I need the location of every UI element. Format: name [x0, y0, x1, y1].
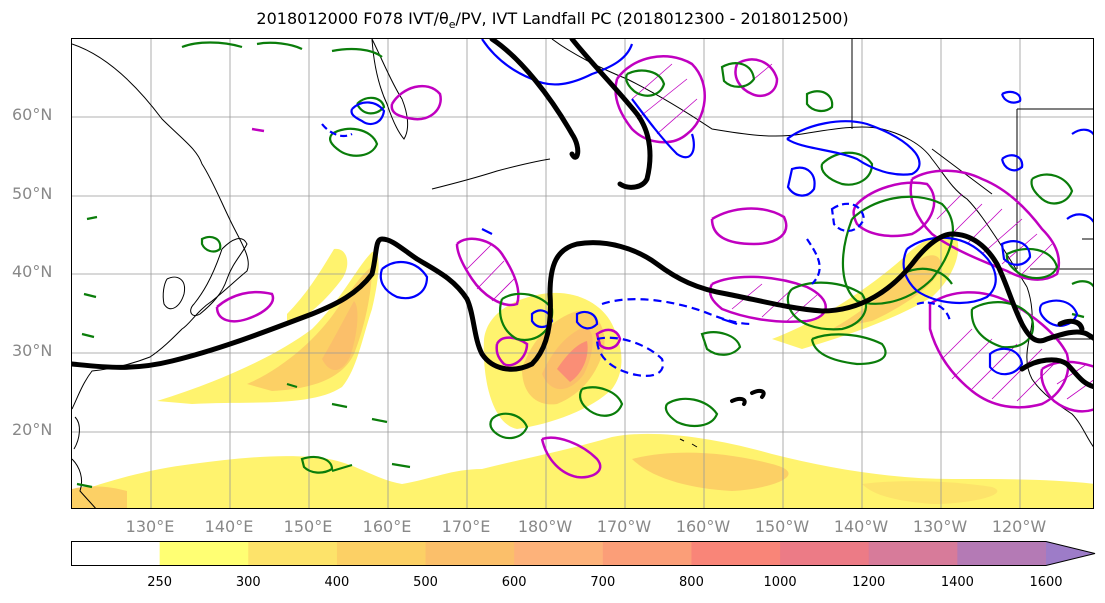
lon-label-150w: 150°W — [754, 517, 810, 536]
theta-e-line-north — [489, 39, 581, 160]
colorbar-segment — [780, 541, 870, 566]
lon-label-180w: 180°W — [517, 517, 573, 536]
colorbar-tick-label: 400 — [324, 575, 350, 590]
colorbar-tick-label: 600 — [501, 575, 527, 590]
colorbar-segment — [691, 541, 781, 566]
colorbar — [71, 541, 1096, 566]
colorbar-segment — [248, 541, 338, 566]
colorbar-tick-label: 800 — [679, 575, 704, 590]
ivt-landfall-contours — [215, 55, 1093, 479]
theta-e-contours — [72, 39, 1093, 406]
theta-e-line-main — [72, 231, 1093, 372]
taiwan-coast — [73, 416, 80, 450]
colorbar-segment — [71, 541, 161, 566]
theta-e-line-alaska — [569, 39, 653, 190]
colorbar-segment — [425, 541, 515, 566]
alaska-coast — [551, 39, 1028, 288]
lon-label-160e: 160°E — [362, 517, 412, 536]
pv-negative-contours — [321, 39, 1093, 377]
map-panel — [71, 38, 1094, 509]
lon-label-150e: 150°E — [283, 517, 333, 536]
lat-label-40n: 40°N — [12, 262, 53, 281]
colorbar-tick-label: 700 — [590, 575, 616, 590]
colorbar-tick-label: 300 — [235, 575, 261, 590]
colorbar-segment — [336, 541, 427, 566]
kamchatka-coast — [371, 39, 409, 140]
lon-label-120w: 120°W — [991, 517, 1047, 536]
colorbar-segment — [602, 541, 692, 566]
colorbar-tick-label: 500 — [413, 575, 438, 590]
philippines-coast — [72, 458, 96, 508]
colorbar-tick-label: 1600 — [1029, 575, 1063, 590]
colorbar-tick-label: 1400 — [940, 575, 974, 590]
colorbar-outline — [71, 541, 1096, 566]
lon-label-140w: 140°W — [833, 517, 889, 536]
ivt-band-south — [72, 433, 1093, 508]
lat-label-50n: 50°N — [12, 184, 53, 203]
lon-label-160w: 160°W — [675, 517, 731, 536]
lat-label-60n: 60°N — [12, 105, 53, 124]
japan-coast — [190, 238, 248, 317]
colorbar-segment — [159, 541, 249, 566]
lon-label-130e: 130°E — [125, 517, 175, 536]
coastlines — [72, 39, 1093, 508]
asia-coast — [72, 43, 249, 410]
pv-positive-contours — [76, 41, 1093, 489]
canada-border — [851, 39, 1093, 269]
na-coast — [1026, 286, 1093, 448]
graticule — [72, 39, 1093, 508]
colorbar-tick-label: 250 — [147, 575, 173, 590]
lon-label-140e: 140°E — [204, 517, 254, 536]
colorbar-segment — [868, 541, 958, 566]
colorbar-segment — [1046, 541, 1095, 566]
colorbar-tick-label: 1000 — [763, 575, 797, 590]
hawaii — [679, 438, 698, 448]
korea-coast — [162, 276, 186, 310]
lon-label-170e: 170°E — [441, 517, 491, 536]
lat-label-20n: 20°N — [12, 420, 53, 439]
colorbar-tick-label: 1200 — [852, 575, 886, 590]
colorbar-segment — [957, 541, 1047, 566]
aleutians — [431, 158, 551, 190]
map-canvas — [72, 39, 1093, 508]
lon-label-170w: 170°W — [596, 517, 652, 536]
colorbar-segment — [514, 541, 604, 566]
map-title: 2018012000 F078 IVT/θe/PV, IVT Landfall … — [256, 9, 849, 32]
lat-label-30n: 30°N — [12, 341, 53, 360]
lon-label-130w: 130°W — [912, 517, 968, 536]
